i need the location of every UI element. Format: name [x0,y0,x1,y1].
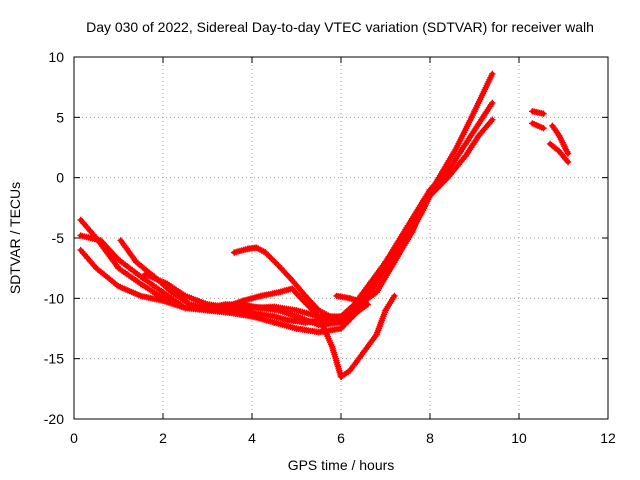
series-track-10 [549,122,572,157]
axis-tick-labels: 0 2 4 6 8 10 12 -20 -15 -10 -5 0 5 10 [44,49,616,446]
y-tick-label: 0 [56,170,64,186]
data-point [540,110,547,117]
x-tick-label: 12 [600,430,616,446]
grid-lines [74,57,608,419]
data-point [364,301,371,308]
x-tick-label: 0 [70,430,78,446]
data-point [489,116,496,123]
x-tick-label: 4 [248,430,256,446]
chart-title: Day 030 of 2022, Sidereal Day-to-day VTE… [86,19,594,35]
data-point [391,292,398,300]
data-point [540,125,547,132]
series-track-9 [529,120,547,132]
y-tick-label: -5 [52,230,65,246]
x-tick-label: 8 [426,430,434,446]
series-track-3 [77,116,496,326]
x-tick-label: 2 [159,430,167,446]
series-track-7 [333,70,496,306]
series-line [334,71,495,305]
data-point [564,158,572,166]
series-track-8 [529,108,547,117]
x-tick-label: 6 [337,430,345,446]
axis-ticks [73,56,609,420]
series-track-1 [77,198,429,320]
y-axis-label: SDTVAR / TECUs [7,182,23,294]
y-tick-label: 5 [56,109,64,125]
series-track-11 [546,140,572,166]
y-tick-label: -10 [44,290,64,306]
data-point [564,150,572,157]
x-axis-label: GPS time / hours [288,457,395,473]
y-tick-label: -15 [44,351,64,367]
series-track-5 [142,271,398,380]
x-tick-label: 10 [511,430,527,446]
y-tick-label: -20 [44,411,64,427]
y-tick-label: 10 [48,49,64,65]
data-point [489,99,496,107]
series-track-6 [231,244,371,324]
data-series [77,70,572,380]
data-point [489,70,496,78]
